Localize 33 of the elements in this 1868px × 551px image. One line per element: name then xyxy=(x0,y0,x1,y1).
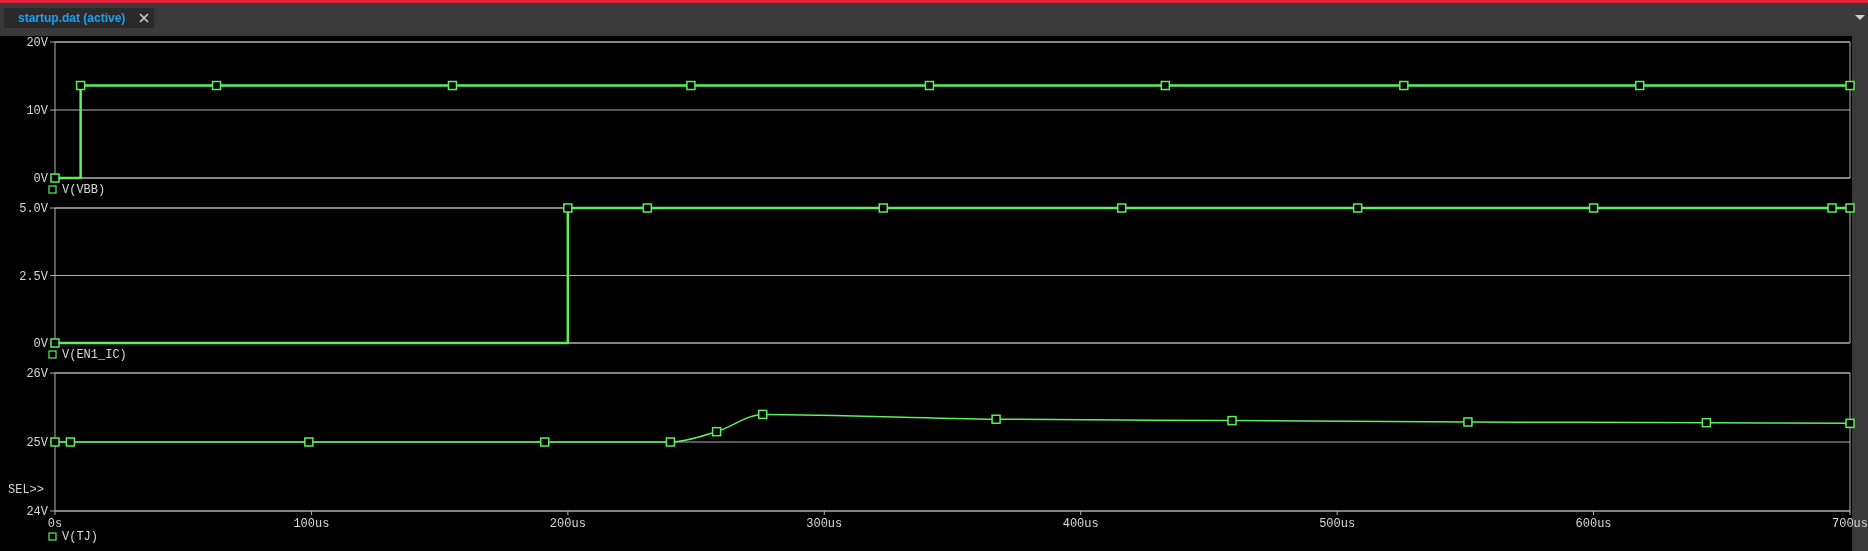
x-tick-label: 200us xyxy=(549,517,586,531)
x-tick-label: 100us xyxy=(293,517,330,531)
legend-label: V(VBB) xyxy=(62,183,106,197)
y-tick-label: 26V xyxy=(26,367,49,382)
x-tick-label: 500us xyxy=(1319,517,1356,531)
point xyxy=(1845,418,1855,429)
point xyxy=(665,437,676,447)
text: SEL>> xyxy=(8,483,45,497)
y-tick-label: 5.0V xyxy=(19,202,49,217)
x-tick-label: 600us xyxy=(1575,517,1612,531)
y-tick-label: 25V xyxy=(26,436,49,451)
x-tick-label: 300us xyxy=(806,517,843,531)
point xyxy=(1227,415,1237,426)
point xyxy=(304,437,314,447)
chart-title: startup.dat (active) xyxy=(18,11,126,25)
point xyxy=(1463,417,1473,427)
y-tick-label: 0V xyxy=(33,337,49,352)
y-tick-label: 20V xyxy=(26,36,49,51)
y-tick-label: 10V xyxy=(26,104,49,119)
x-tick-label: 700us xyxy=(1831,517,1868,531)
y-tick-label: 24V xyxy=(26,505,49,520)
y-tick-label: 2.5V xyxy=(19,269,49,284)
x-tick-label: 400us xyxy=(1062,517,1099,531)
point xyxy=(711,426,722,437)
point xyxy=(540,437,550,447)
x-tick-label: 0s xyxy=(47,517,63,531)
legend-label: V(TJ) xyxy=(62,530,99,544)
point xyxy=(757,409,768,420)
y-tick-label: 0V xyxy=(33,172,49,187)
point xyxy=(65,437,76,447)
point xyxy=(991,414,1001,424)
legend-label: V(EN1_IC) xyxy=(62,348,127,362)
point xyxy=(1701,417,1712,428)
